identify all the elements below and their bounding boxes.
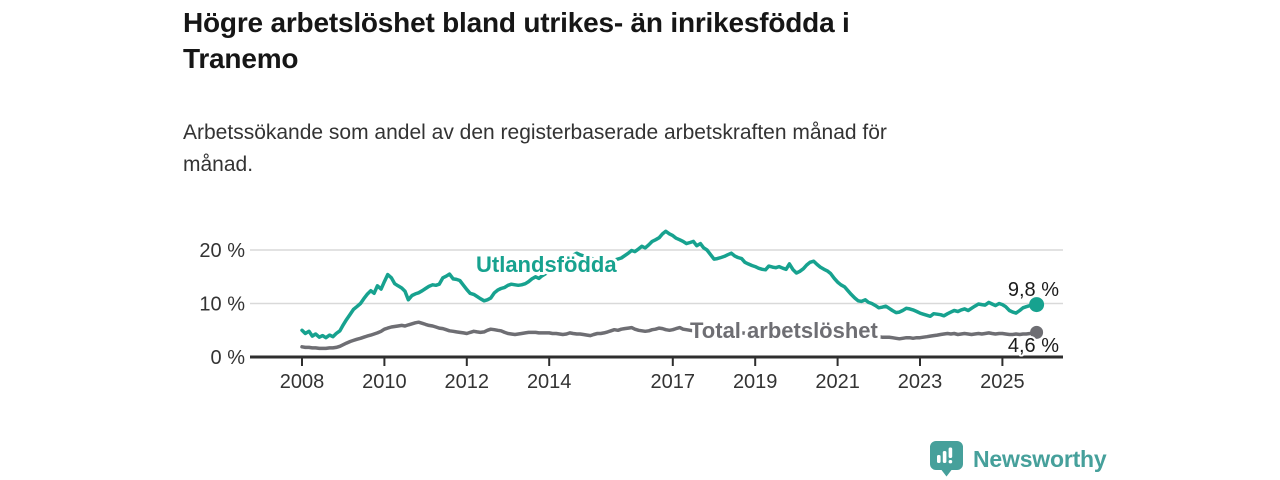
x-tick-2017: 2017 — [651, 371, 696, 393]
exclamation-dot — [948, 460, 953, 464]
x-tick-2025: 2025 — [980, 371, 1025, 393]
gridlines — [250, 249, 1063, 305]
end-value-total: 4,6 % — [1008, 335, 1059, 357]
end-value-labels: 9,8 % 4,6 % — [1006, 277, 1061, 359]
series-group — [300, 229, 1045, 351]
x-tick-2023: 2023 — [898, 371, 943, 393]
x-tick-2010: 2010 — [362, 371, 407, 393]
series-label-total-arbetsloshet: Total arbetslöshet — [690, 318, 879, 343]
newsworthy-logo-icon — [930, 441, 963, 477]
y-axis-labels: 20 % 10 % 0 % — [199, 240, 245, 369]
x-tick-2021: 2021 — [815, 371, 860, 393]
chart-subtitle-line2: månad. — [183, 153, 254, 176]
series-line-total-arbetsloshet — [300, 320, 1039, 351]
chart-subtitle: Arbetssökande som andel av den registerb… — [183, 117, 1043, 181]
page-title-line1: Högre arbetslöshet bland utrikes- än inr… — [183, 7, 850, 38]
y-tick-20: 20 % — [199, 240, 245, 262]
speech-bubble-shape — [930, 441, 963, 477]
x-axis-ticks — [301, 358, 1004, 366]
page-title: Högre arbetslöshet bland utrikes- än inr… — [183, 5, 1043, 77]
series-line-utlandsfodda — [300, 229, 1039, 340]
x-tick-2014: 2014 — [527, 371, 572, 393]
end-value-utlandsfodda: 9,8 % — [1008, 279, 1059, 301]
series-end-dot-utlandsfodda — [1029, 297, 1045, 313]
page-title-line2: Tranemo — [183, 43, 299, 74]
x-tick-2019: 2019 — [733, 371, 778, 393]
x-tick-2008: 2008 — [280, 371, 325, 393]
x-tick-2012: 2012 — [445, 371, 490, 393]
y-tick-10: 10 % — [199, 294, 245, 316]
brand-wordmark: Newsworthy — [973, 445, 1107, 472]
x-axis — [250, 355, 1063, 366]
newsworthy-brand-lockup[interactable]: Newsworthy — [930, 441, 1107, 477]
y-tick-0: 0 % — [211, 347, 246, 369]
chart-subtitle-line1: Arbetssökande som andel av den registerb… — [183, 121, 887, 144]
bar-chart-glyph — [937, 447, 953, 464]
series-label-utlandsfodda: Utlandsfödda — [476, 252, 617, 277]
x-axis-labels: 2008 2010 2012 2014 2017 2019 2021 2023 … — [280, 371, 1025, 393]
series-end-dot-total-arbetsloshet — [1030, 325, 1044, 339]
series-inline-labels: Utlandsfödda Total arbetslöshet — [473, 249, 882, 346]
